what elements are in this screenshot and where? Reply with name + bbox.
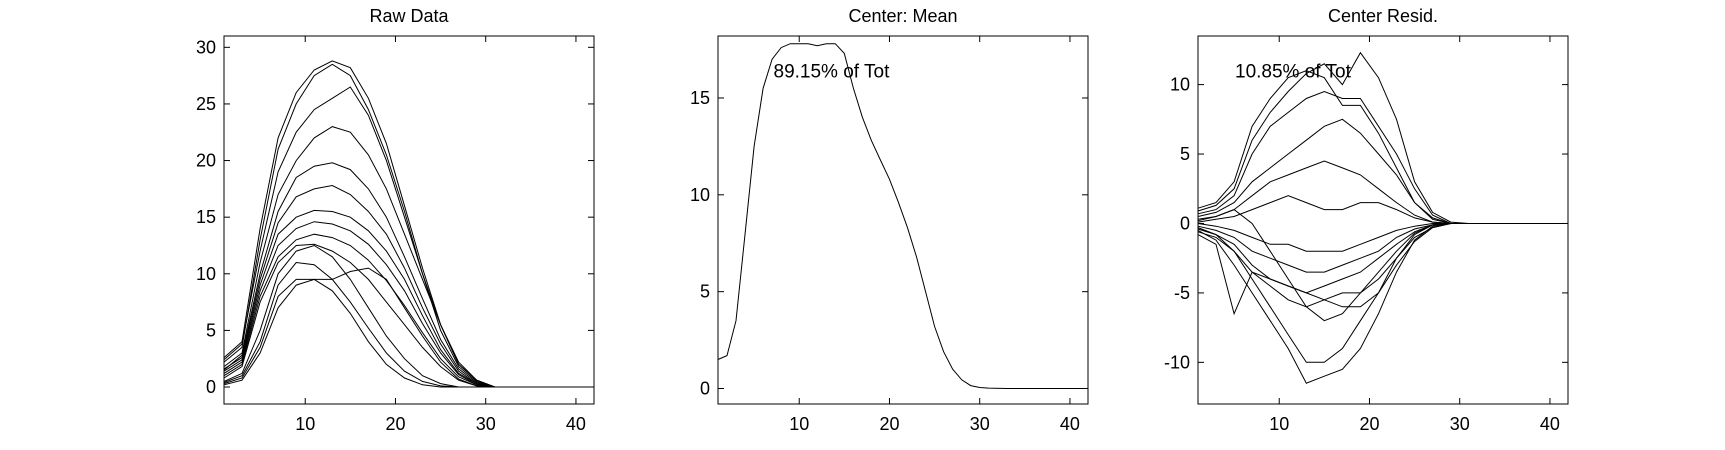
- y-tick-label: 0: [206, 377, 216, 397]
- y-tick-label: 15: [196, 207, 216, 227]
- y-tick-label: -5: [1174, 283, 1190, 303]
- x-tick-label: 20: [385, 414, 405, 434]
- chart-title: Center Resid.: [1328, 6, 1438, 26]
- y-tick-label: -10: [1164, 352, 1190, 372]
- y-tick-label: 5: [700, 282, 710, 302]
- series-line-14: [223, 278, 594, 388]
- series-line-1: [717, 43, 1088, 389]
- series-line-11: [1197, 223, 1568, 316]
- x-tick-label: 10: [789, 414, 809, 434]
- axes-frame: [1197, 35, 1569, 405]
- series-line-4: [223, 126, 594, 388]
- chart-title: Center: Mean: [848, 6, 957, 26]
- series-line-3: [1197, 90, 1568, 224]
- series-line-1: [223, 60, 594, 388]
- x-tick-label: 30: [476, 414, 496, 434]
- variance-annotation: 10.85% of Tot: [1235, 61, 1352, 82]
- x-tick-label: 30: [970, 414, 990, 434]
- y-tick-label: 10: [1170, 75, 1190, 95]
- y-tick-label: 5: [206, 320, 216, 340]
- axes-frame: [223, 35, 595, 405]
- series-line-13: [1197, 223, 1568, 363]
- y-tick-label: 25: [196, 94, 216, 114]
- x-tick-label: 30: [1450, 414, 1470, 434]
- x-tick-label: 40: [1540, 414, 1560, 434]
- x-tick-label: 20: [879, 414, 899, 434]
- series-line-6: [223, 184, 594, 388]
- x-tick-label: 40: [566, 414, 586, 434]
- series-line-12: [223, 267, 594, 388]
- curves-group: [223, 60, 594, 388]
- series-line-5: [223, 162, 594, 388]
- series-line-2: [223, 63, 594, 388]
- panel-2: 10 20 30 40 0 5 10 15 Center: Mean 89.15% of Tot: [690, 6, 1089, 434]
- chart-title: Raw Data: [369, 6, 449, 26]
- series-line-1: [1197, 70, 1568, 224]
- y-tick-label: 20: [196, 151, 216, 171]
- series-line-7: [1197, 223, 1568, 252]
- series-line-9: [1197, 223, 1568, 294]
- x-tick-label: 20: [1359, 414, 1379, 434]
- series-line-6: [1197, 195, 1568, 224]
- x-tick-label: 10: [1269, 414, 1289, 434]
- panel-1: 10 20 30 40 0 5 10 15 20 25 30 Raw Data: [196, 6, 595, 434]
- x-tick-label: 10: [295, 414, 315, 434]
- series-line-14: [1197, 209, 1568, 322]
- series-line-2: [1197, 51, 1568, 224]
- series-line-4: [1197, 118, 1568, 224]
- y-tick-label: 30: [196, 37, 216, 57]
- series-line-5: [1197, 160, 1568, 224]
- y-tick-label: 0: [700, 379, 710, 399]
- variance-annotation: 89.15% of Tot: [774, 61, 891, 82]
- series-line-8: [1197, 223, 1568, 273]
- curves-group: [1197, 51, 1568, 384]
- panel-3: 10 20 30 40 -10 -5 0 5 10 Center Resid. 10.85% of …: [1164, 6, 1569, 434]
- y-tick-label: 0: [1180, 213, 1190, 233]
- y-tick-label: 15: [690, 88, 710, 108]
- series-line-3: [223, 86, 594, 388]
- y-tick-label: 10: [690, 185, 710, 205]
- series-line-11: [223, 261, 594, 388]
- series-line-9: [223, 233, 594, 388]
- x-tick-label: 40: [1060, 414, 1080, 434]
- series-line-7: [223, 209, 594, 388]
- y-tick-label: 5: [1180, 144, 1190, 164]
- y-tick-label: 10: [196, 264, 216, 284]
- axes-frame: [717, 35, 1089, 405]
- curves-group: [717, 43, 1088, 389]
